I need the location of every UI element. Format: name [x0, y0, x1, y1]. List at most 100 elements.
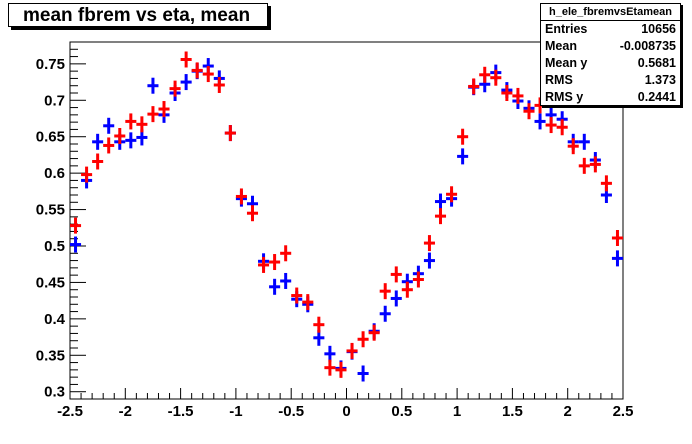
- y-tick-label: 0.55: [36, 202, 65, 219]
- data-point: [169, 80, 181, 97]
- x-tick-label: -0.5: [278, 403, 304, 420]
- stats-value: 1.373: [644, 73, 676, 87]
- data-point: [302, 294, 314, 311]
- data-point: [567, 138, 579, 155]
- data-point: [125, 113, 137, 130]
- data-point: [523, 103, 535, 120]
- data-point: [379, 283, 391, 300]
- y-tick-label: 0.6: [44, 165, 65, 182]
- data-point: [147, 77, 159, 94]
- data-point: [158, 101, 170, 118]
- data-point: [224, 125, 236, 142]
- data-point: [434, 193, 447, 210]
- stats-row-entries: Entries 10656: [541, 21, 680, 38]
- data-point: [357, 365, 369, 382]
- stats-box: h_ele_fbremvsEtamean Entries 10656 Mean …: [540, 3, 681, 106]
- data-point: [479, 66, 491, 83]
- data-point: [446, 186, 458, 203]
- data-point: [457, 128, 469, 145]
- data-point: [390, 290, 402, 307]
- data-point: [202, 66, 214, 83]
- data-point: [313, 316, 325, 333]
- stats-label: Entries: [545, 22, 588, 36]
- data-point: [368, 324, 380, 341]
- x-tick-label: 2.5: [613, 403, 634, 420]
- y-tick-label: 0.65: [36, 129, 65, 146]
- data-point: [114, 127, 126, 144]
- data-point: [136, 116, 148, 133]
- data-point: [468, 78, 480, 95]
- plot-frame: [69, 41, 624, 400]
- x-tick-label: 0: [342, 403, 350, 420]
- data-point: [280, 245, 292, 262]
- data-point: [92, 133, 104, 150]
- stats-value: 0.2441: [637, 90, 676, 104]
- data-point: [103, 137, 115, 154]
- x-tick-label: 2: [564, 403, 572, 420]
- chart-title: mean fbrem vs eta, mean: [8, 3, 268, 27]
- data-point: [235, 188, 247, 205]
- x-tick-label: -1.5: [168, 403, 194, 420]
- data-point: [556, 119, 568, 136]
- y-tick-label: 0.7: [44, 92, 65, 109]
- data-points: [70, 51, 623, 382]
- data-point: [589, 156, 601, 173]
- data-point: [423, 235, 435, 252]
- y-tick-label: 0.5: [44, 238, 65, 255]
- data-point: [457, 148, 469, 165]
- stats-name: h_ele_fbremvsEtamean: [541, 4, 680, 21]
- stats-row-mean-y: Mean y 0.5681: [541, 55, 680, 72]
- stats-value: -0.008735: [619, 39, 676, 53]
- data-point: [335, 361, 347, 378]
- data-point: [147, 106, 159, 123]
- data-point: [611, 229, 623, 246]
- data-point: [401, 281, 413, 298]
- data-point: [423, 252, 435, 269]
- data-point: [70, 217, 82, 234]
- data-point: [324, 359, 336, 376]
- data-point: [70, 236, 82, 253]
- data-point: [490, 69, 502, 86]
- data-point: [578, 133, 590, 150]
- data-point: [379, 305, 391, 322]
- data-point: [324, 345, 336, 362]
- x-tick-label: -1: [229, 403, 242, 420]
- data-point: [180, 74, 192, 91]
- y-tick-label: 0.4: [44, 311, 66, 328]
- data-point: [180, 51, 192, 68]
- data-point: [412, 271, 424, 288]
- data-point: [578, 157, 590, 174]
- axes: -2.5 -2 -1.5 -1 -0.5 0 0.5 1 1.5 2 2.5 0.3 0.35 0.4 0.…: [36, 41, 634, 420]
- data-point: [545, 117, 557, 134]
- data-point: [390, 266, 402, 283]
- x-tick-label: -2.5: [57, 403, 83, 420]
- stats-value: 10656: [641, 22, 676, 36]
- x-tick-label: 0.5: [391, 403, 412, 420]
- data-point: [611, 250, 623, 267]
- data-point: [501, 85, 513, 101]
- data-point: [346, 342, 358, 359]
- stats-row-mean: Mean -0.008735: [541, 38, 680, 55]
- data-point: [103, 117, 115, 134]
- x-tick-label: -2: [119, 403, 132, 420]
- y-tick-label: 0.75: [36, 56, 65, 73]
- stats-label: RMS y: [545, 90, 584, 104]
- data-point: [81, 166, 93, 183]
- x-tick-label: 1: [453, 403, 461, 420]
- stats-row-rms-y: RMS y 0.2441: [541, 89, 680, 106]
- data-point: [291, 287, 303, 304]
- data-point: [512, 87, 524, 104]
- data-point: [246, 205, 259, 222]
- data-point: [434, 208, 447, 225]
- data-point: [269, 278, 281, 295]
- data-point: [269, 254, 281, 271]
- stats-value: 0.5681: [637, 56, 676, 70]
- data-point: [92, 153, 104, 170]
- data-point: [125, 132, 137, 149]
- stats-label: Mean: [545, 39, 577, 53]
- data-point: [600, 175, 612, 192]
- data-point: [191, 62, 203, 79]
- data-point: [357, 331, 369, 348]
